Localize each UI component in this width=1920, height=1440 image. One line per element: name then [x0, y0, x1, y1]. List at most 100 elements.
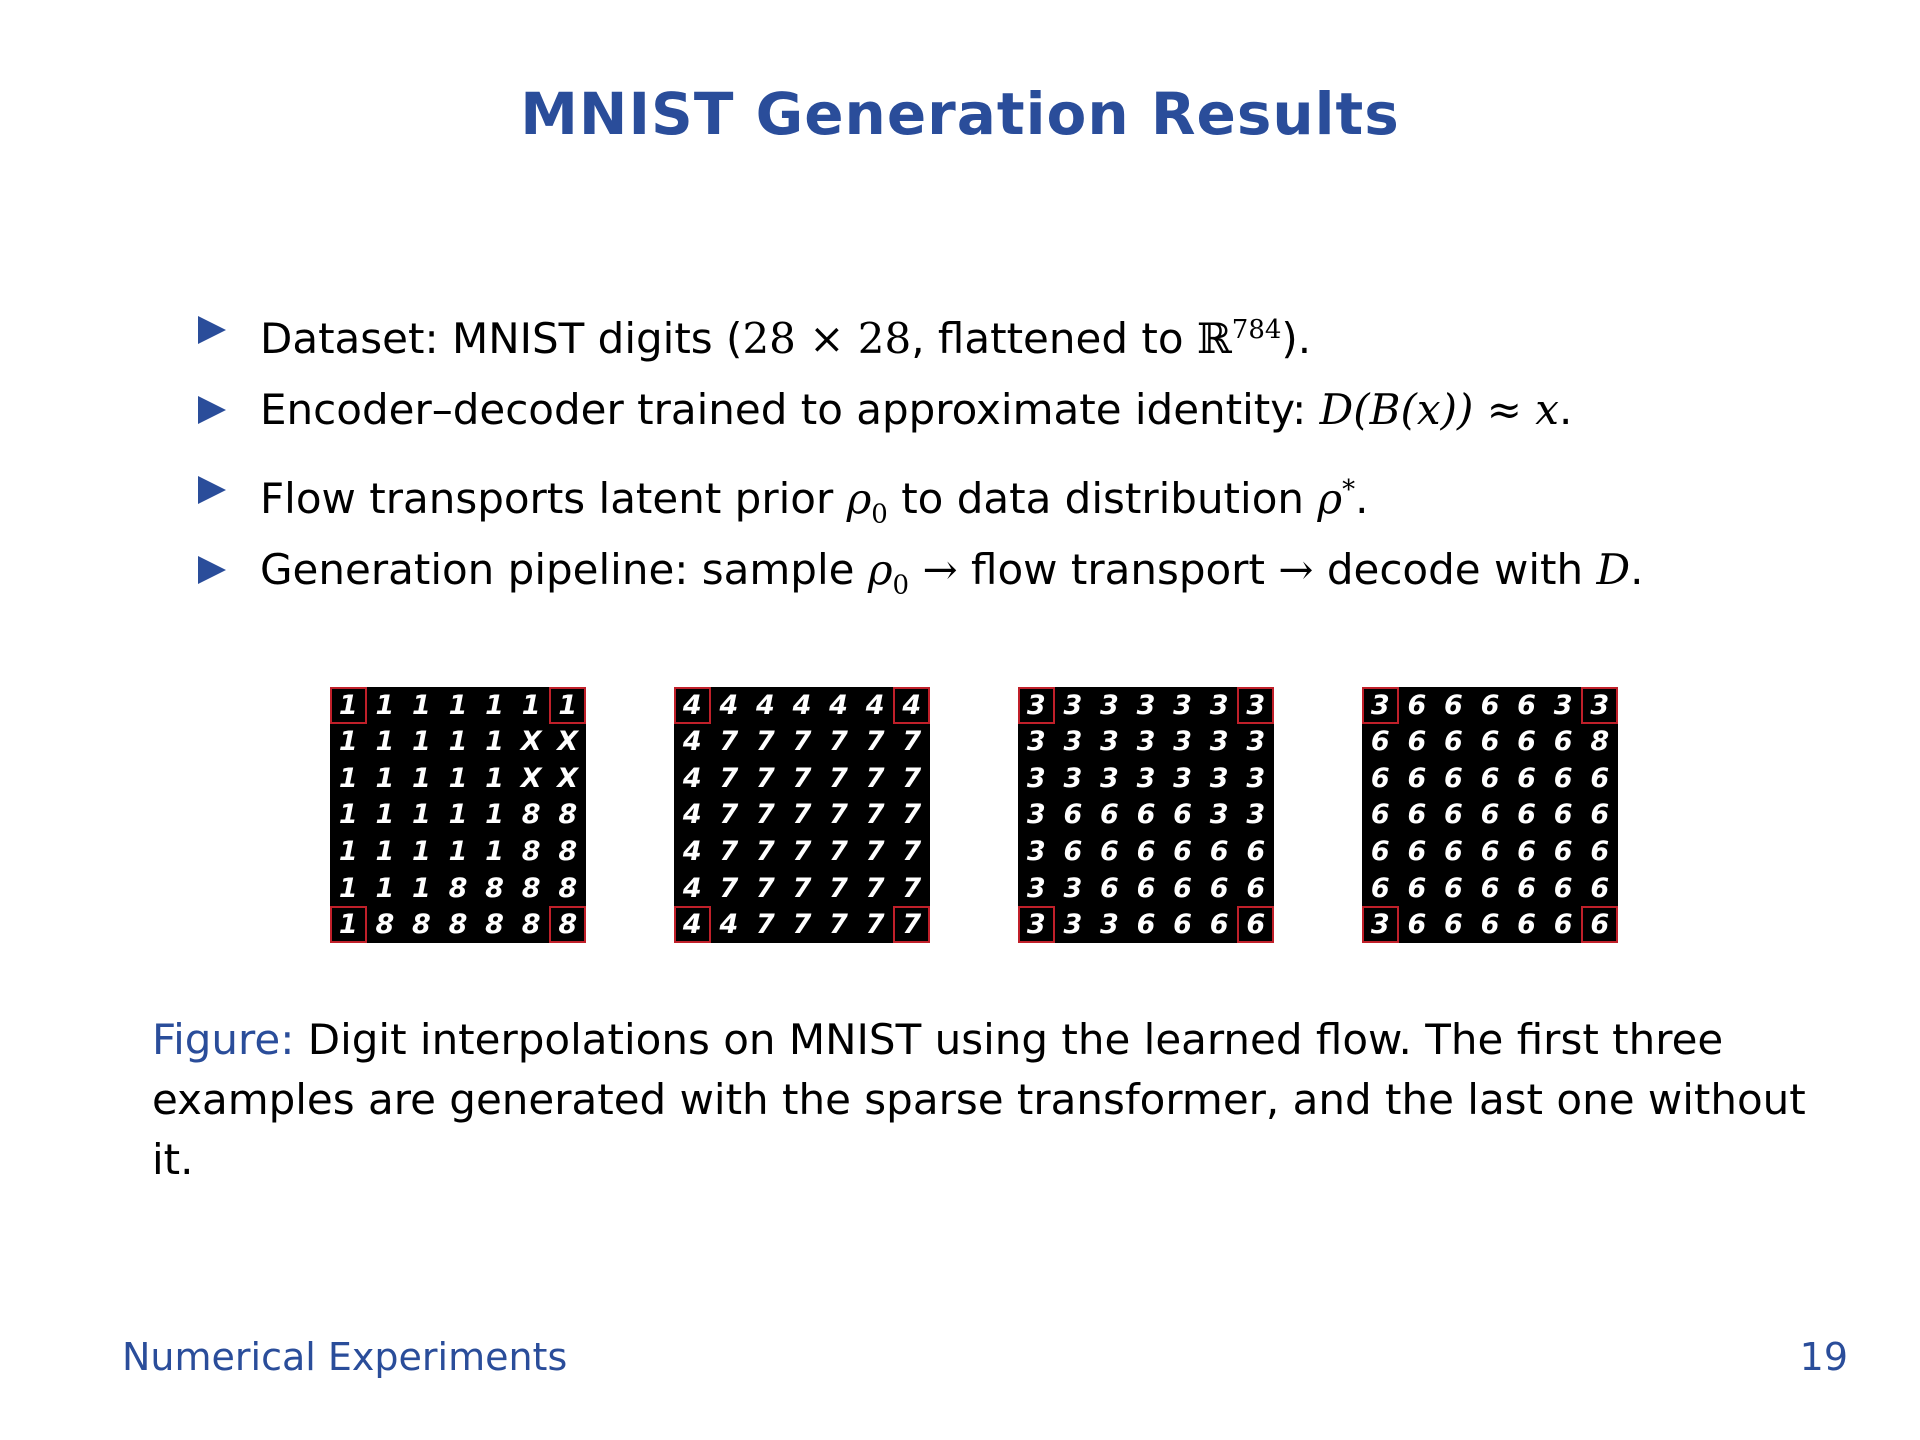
- digit-cell: 6: [1480, 762, 1500, 794]
- digit-cell: 8: [521, 799, 541, 831]
- bullet-text: Flow transports latent prior: [260, 474, 847, 523]
- digit-cell: 1: [412, 689, 431, 721]
- digit-cell: 7: [865, 762, 885, 794]
- math-subscript: 0: [892, 570, 910, 601]
- digit-cell: 4: [829, 689, 848, 721]
- digit-cell: 7: [756, 872, 775, 904]
- digit-cell: 4: [682, 726, 702, 758]
- bullet-list: Dataset: MNIST digits (28 × 28, flattene…: [198, 300, 1798, 620]
- digit-cell: 7: [792, 762, 812, 794]
- digit-cell: 3: [1026, 799, 1046, 831]
- digit-cell: 7: [756, 909, 775, 941]
- digit-cell: 7: [829, 726, 848, 758]
- digit-cell: 1: [375, 689, 395, 721]
- digit-cell: 8: [485, 909, 504, 941]
- bullet-item-encoder-decoder: Encoder–decoder trained to approximate i…: [198, 380, 1798, 460]
- digit-cell: 1: [485, 762, 504, 794]
- digit-cell: 6: [1209, 836, 1229, 868]
- digit-cell: 4: [719, 689, 739, 721]
- digit-cell: 7: [792, 726, 812, 758]
- digit-cell: 3: [1136, 762, 1156, 794]
- bullet-triangle-icon: [198, 556, 226, 584]
- digit-cell-endpoint: 6: [1581, 906, 1618, 943]
- digit-cell: 1: [521, 689, 541, 721]
- bullet-text: , flattened to: [911, 314, 1197, 363]
- digit-cell: 6: [1136, 836, 1156, 868]
- digit-cell: 3: [1026, 762, 1046, 794]
- digit-cell: 3: [1173, 726, 1192, 758]
- digit-cell: 6: [1590, 762, 1610, 794]
- digit-cell-endpoint: 4: [674, 906, 711, 943]
- digit-cell: 1: [448, 726, 468, 758]
- digit-cell: 8: [521, 909, 541, 941]
- digit-cell: 6: [1136, 872, 1156, 904]
- digit-cell: 6: [1407, 799, 1427, 831]
- digit-cell: 7: [792, 872, 812, 904]
- digit-cell: 8: [521, 836, 541, 868]
- digit-cell: 3: [1173, 689, 1192, 721]
- digit-cell: 8: [558, 872, 578, 904]
- digit-cell: 7: [865, 872, 885, 904]
- digit-cell-endpoint: 3: [1362, 687, 1399, 724]
- digit-cell: X: [557, 762, 579, 794]
- digit-cell: 8: [448, 909, 468, 941]
- digit-cell: 6: [1517, 689, 1536, 721]
- math-symbol: ℝ: [1196, 314, 1232, 363]
- bullet-text: .: [1558, 385, 1573, 434]
- digit-cell-endpoint: 3: [1018, 687, 1055, 724]
- digit-cell: 6: [1590, 872, 1610, 904]
- digit-cell: 6: [1553, 909, 1573, 941]
- digit-cell: 7: [792, 909, 812, 941]
- digit-cell: 6: [1517, 762, 1536, 794]
- digit-cell-endpoint: 1: [549, 687, 586, 724]
- bullet-item-dataset: Dataset: MNIST digits (28 × 28, flattene…: [198, 300, 1798, 380]
- digit-cell: 3: [1026, 872, 1046, 904]
- digit-cell: 6: [1407, 836, 1427, 868]
- bullet-text: to data distribution: [887, 474, 1318, 523]
- digit-cell: 1: [448, 762, 468, 794]
- digit-cell: 3: [1136, 726, 1156, 758]
- math-superscript: *: [1342, 475, 1356, 505]
- math-superscript: 784: [1231, 315, 1282, 345]
- digit-cell: 4: [682, 872, 702, 904]
- digit-cell: 3: [1246, 799, 1266, 831]
- digit-cell: 3: [1063, 689, 1083, 721]
- digit-cell: 6: [1407, 689, 1427, 721]
- digit-cell: 6: [1370, 799, 1390, 831]
- digit-cell: 1: [485, 689, 504, 721]
- digit-cell: 3: [1100, 689, 1119, 721]
- digit-cell: 1: [485, 836, 504, 868]
- digit-cell: 1: [412, 836, 431, 868]
- digit-cell: 1: [485, 799, 504, 831]
- bullet-triangle-icon: [198, 396, 226, 424]
- digit-cell: 1: [448, 689, 468, 721]
- digit-cell: 8: [448, 872, 468, 904]
- digit-cell: 8: [375, 909, 395, 941]
- math-symbol: ρ: [1317, 474, 1343, 523]
- digit-cell: 7: [756, 726, 775, 758]
- digit-cell-endpoint: 7: [893, 906, 930, 943]
- figure-caption: Figure: Digit interpolations on MNIST us…: [152, 1010, 1832, 1190]
- digit-cell: 6: [1136, 909, 1156, 941]
- digit-cell: 6: [1553, 762, 1573, 794]
- digit-cell: 6: [1517, 726, 1536, 758]
- bullet-triangle-icon: [198, 316, 226, 344]
- digit-cell: 6: [1480, 836, 1500, 868]
- math-expression: D(B(x)) ≈ x: [1319, 385, 1559, 434]
- digit-cell: 1: [338, 762, 358, 794]
- digit-cell: 3: [1553, 689, 1573, 721]
- digit-cell-endpoint: 3: [1018, 906, 1055, 943]
- digit-cell: 7: [719, 762, 739, 794]
- digit-cell: 7: [756, 836, 775, 868]
- digit-cell: 3: [1063, 872, 1083, 904]
- digit-cell: 7: [902, 726, 922, 758]
- digit-cell: 3: [1063, 726, 1083, 758]
- digit-cell: 4: [865, 689, 885, 721]
- digit-cell: 7: [902, 762, 922, 794]
- digit-cell: 6: [1480, 689, 1500, 721]
- digit-cell: 3: [1136, 689, 1156, 721]
- digit-cell: 6: [1517, 799, 1536, 831]
- digit-cell: 4: [682, 836, 702, 868]
- digit-cell-endpoint: 4: [893, 687, 930, 724]
